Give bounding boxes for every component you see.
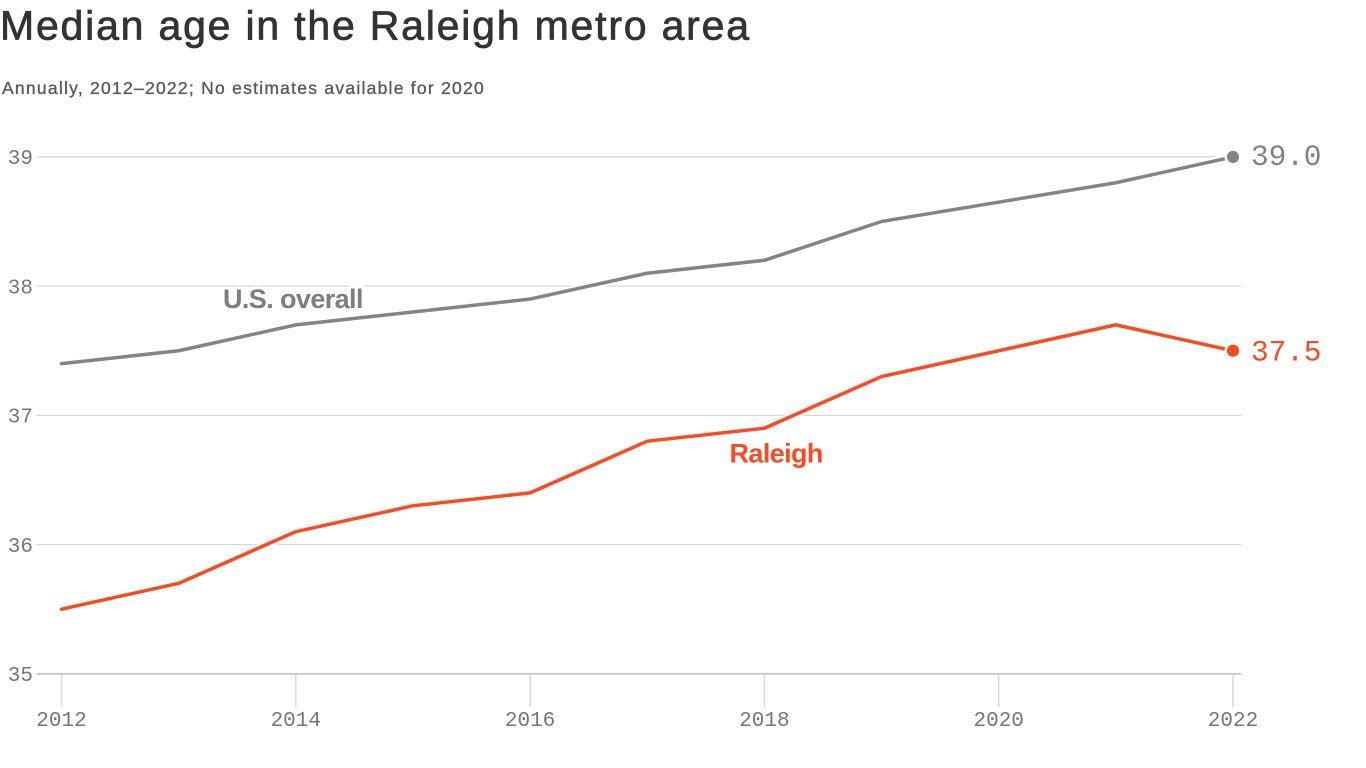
svg-text:39.0: 39.0 (1251, 140, 1322, 174)
svg-text:38: 38 (8, 277, 33, 300)
svg-text:Annually, 2012–2022; No estima: Annually, 2012–2022; No estimates availa… (2, 78, 485, 98)
svg-text:Median age in the Raleigh metr: Median age in the Raleigh metro area (0, 3, 751, 49)
svg-text:37.5: 37.5 (1251, 336, 1322, 370)
svg-text:2022: 2022 (1208, 710, 1258, 733)
svg-text:2016: 2016 (505, 710, 555, 733)
svg-text:39: 39 (8, 148, 33, 171)
svg-text:37: 37 (8, 407, 33, 430)
svg-text:Raleigh: Raleigh (730, 439, 823, 469)
svg-text:35: 35 (8, 665, 33, 688)
svg-text:2012: 2012 (36, 710, 86, 733)
svg-text:2020: 2020 (973, 710, 1023, 733)
svg-text:36: 36 (8, 536, 33, 559)
svg-text:2014: 2014 (271, 710, 321, 733)
svg-text:U.S. overall: U.S. overall (223, 284, 363, 314)
svg-text:2018: 2018 (739, 710, 789, 733)
